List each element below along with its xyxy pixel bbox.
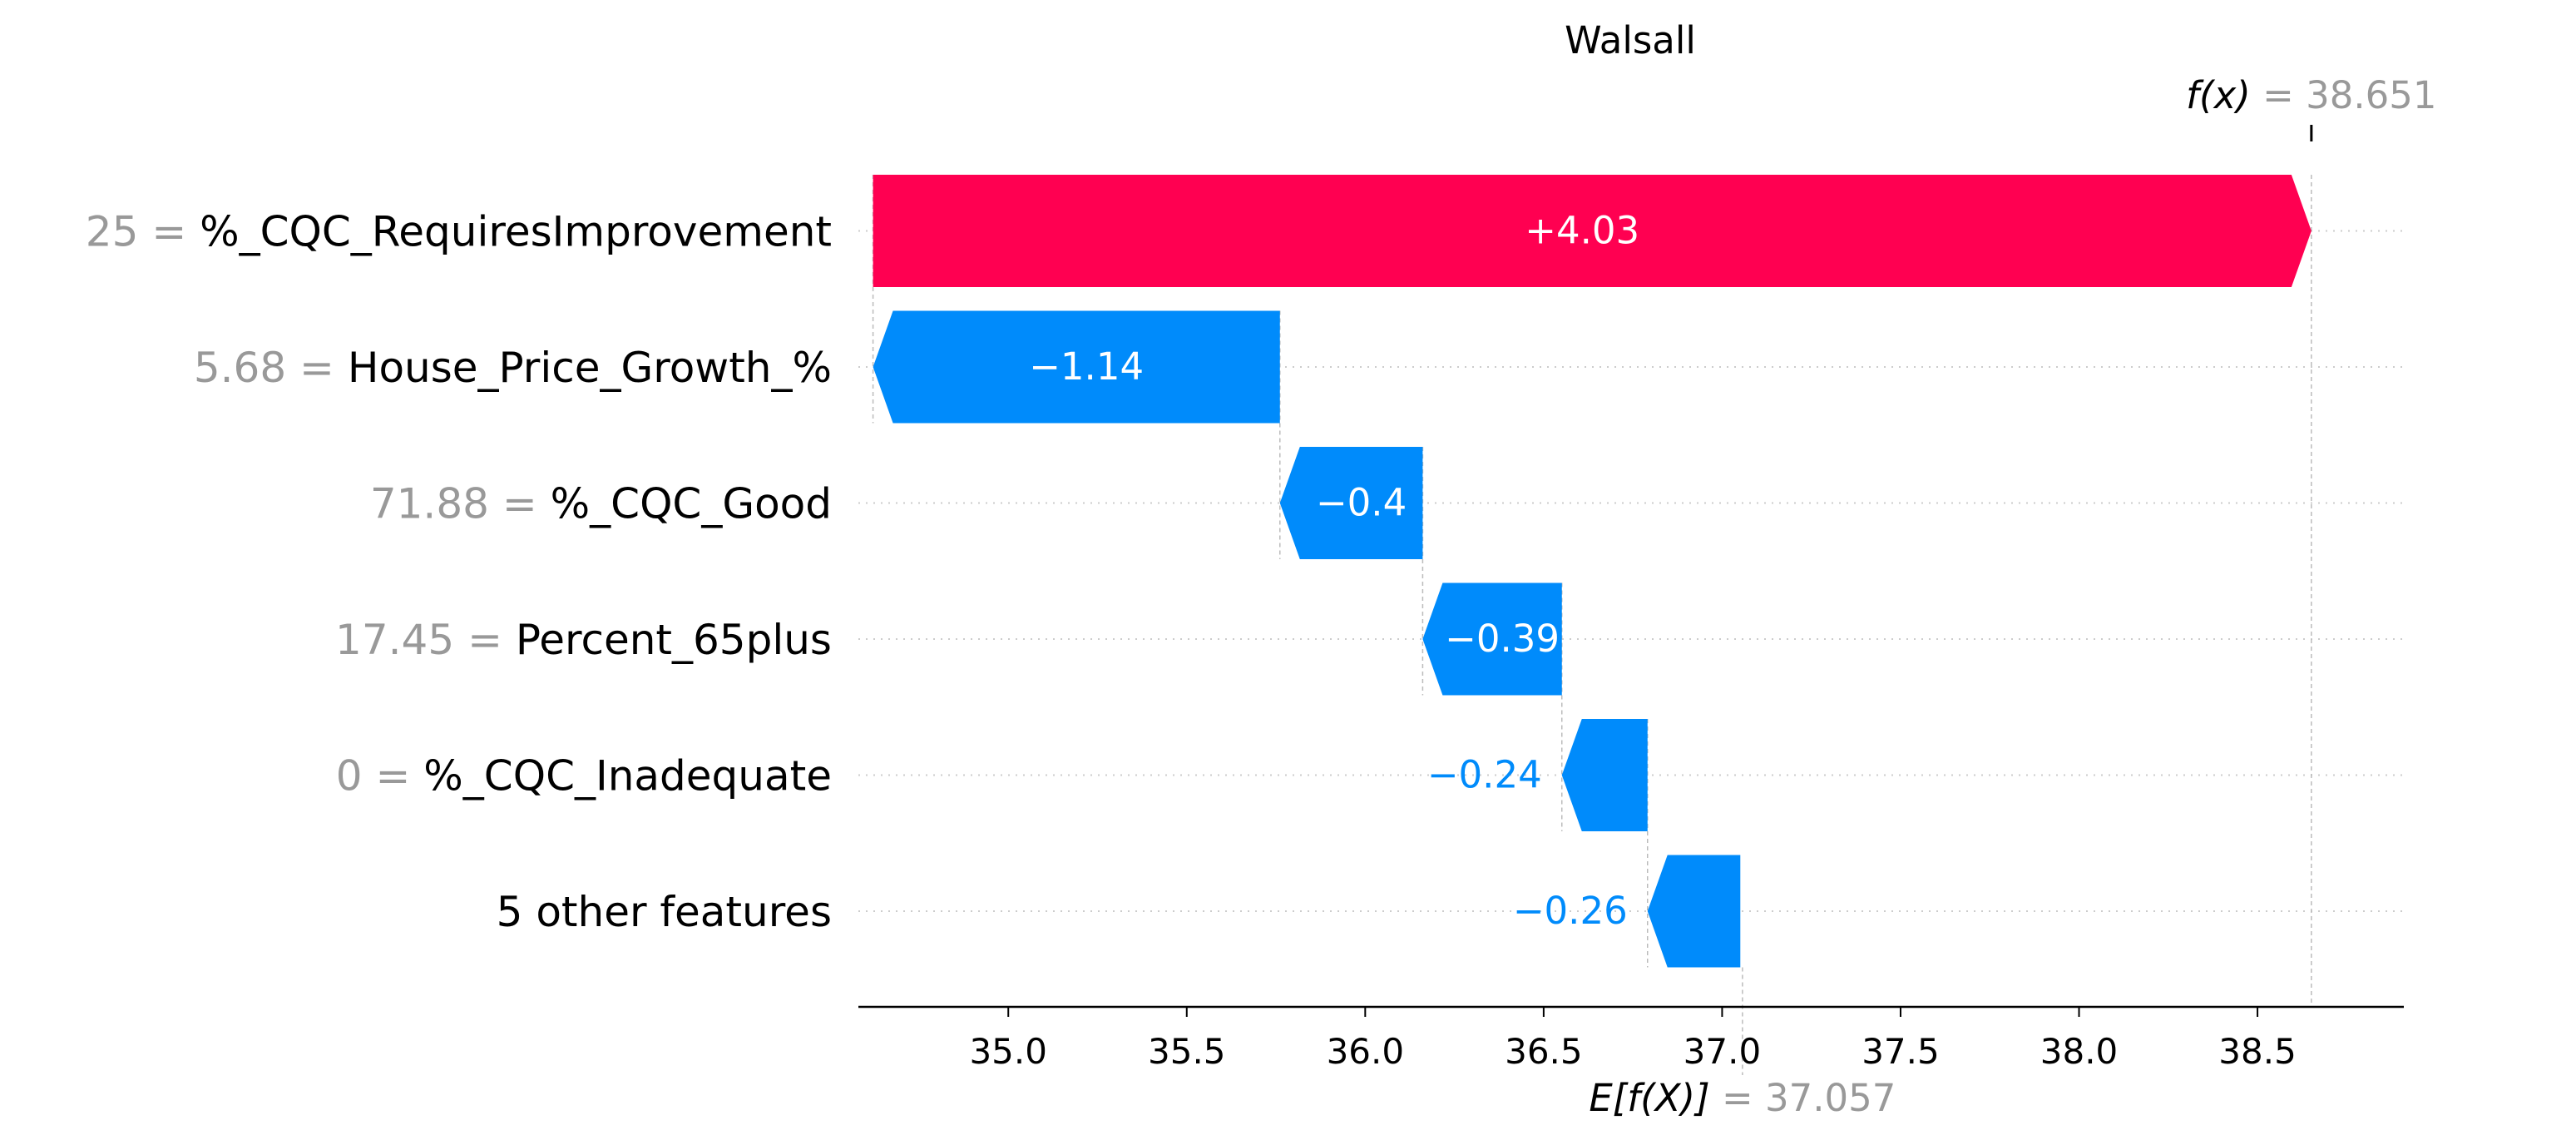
waterfall-bar: [1422, 582, 1562, 696]
feature-value: 25 =: [86, 208, 200, 256]
waterfall-bar: [1279, 447, 1423, 559]
bars: [873, 175, 2311, 968]
bar-value-label: +4.03: [1525, 209, 1639, 253]
output-value: = 38.651: [2251, 73, 2437, 117]
feature-labels: +4.03 25 = %_CQC_RequiresImprovement −1.14…: [86, 208, 1639, 937]
waterfall-bar: [873, 175, 2311, 287]
waterfall-bar: [1647, 855, 1741, 968]
feature-name: Percent_65plus: [516, 616, 832, 664]
x-tick-label: 37.0: [1684, 1031, 1762, 1072]
x-tick-label: 36.5: [1505, 1031, 1583, 1072]
base-value: = 37.057: [1710, 1076, 1896, 1120]
x-tick-label: 35.5: [1148, 1031, 1226, 1072]
bar-value-label: −0.26: [1513, 889, 1628, 933]
waterfall-bar: [1561, 719, 1648, 831]
feature-label: 71.88 = %_CQC_Good: [370, 480, 832, 528]
output-value-annotation: f(x) = 38.651: [2186, 73, 2436, 117]
feature-name: %_CQC_Good: [551, 480, 832, 528]
feature-value: 17.45 =: [335, 616, 516, 664]
feature-label: 17.45 = Percent_65plus: [335, 616, 832, 664]
x-tick-label: 38.0: [2040, 1031, 2119, 1072]
waterfall-bar: [873, 310, 1280, 424]
base-value-annotation: E[f(X)] = 37.057: [1589, 1076, 1896, 1120]
feature-label: 5.68 = House_Price_Growth_%: [194, 344, 832, 392]
feature-value: 0 =: [336, 752, 424, 801]
feature-name: %_CQC_RequiresImprovement: [200, 208, 832, 256]
base-label: E[f(X)]: [1589, 1076, 1709, 1120]
x-tick-label: 37.5: [1862, 1031, 1940, 1072]
connector-lines: [872, 175, 2312, 1075]
x-axis: 35.0 35.5 36.0 36.5 37.0 37.5 38.0 38.5: [858, 1005, 2404, 1072]
x-tick-label: 35.0: [969, 1031, 1047, 1072]
x-tick-label: 36.0: [1327, 1031, 1405, 1072]
feature-name: House_Price_Growth_%: [348, 344, 832, 392]
bar-value-label: −1.14: [1029, 344, 1144, 389]
feature-value: 71.88 =: [370, 480, 551, 528]
bar-value-label: −0.39: [1445, 617, 1560, 661]
chart-title: Walsall: [1565, 18, 1696, 62]
bar-value-label: −0.24: [1427, 753, 1542, 797]
output-label: f(x): [2186, 73, 2251, 117]
feature-name: 5 other features: [497, 888, 832, 936]
x-tick-label: 38.5: [2218, 1031, 2297, 1072]
bar-value-label: −0.4: [1316, 481, 1407, 525]
feature-label: 0 = %_CQC_Inadequate: [336, 752, 832, 801]
feature-value: 5.68 =: [194, 344, 348, 392]
feature-label: 25 = %_CQC_RequiresImprovement: [86, 208, 832, 256]
feature-name: %_CQC_Inadequate: [423, 752, 832, 801]
feature-label: 5 other features: [497, 888, 832, 936]
annotations: f(x) = 38.651 E[f(X)] = 37.057: [1589, 73, 2436, 1120]
